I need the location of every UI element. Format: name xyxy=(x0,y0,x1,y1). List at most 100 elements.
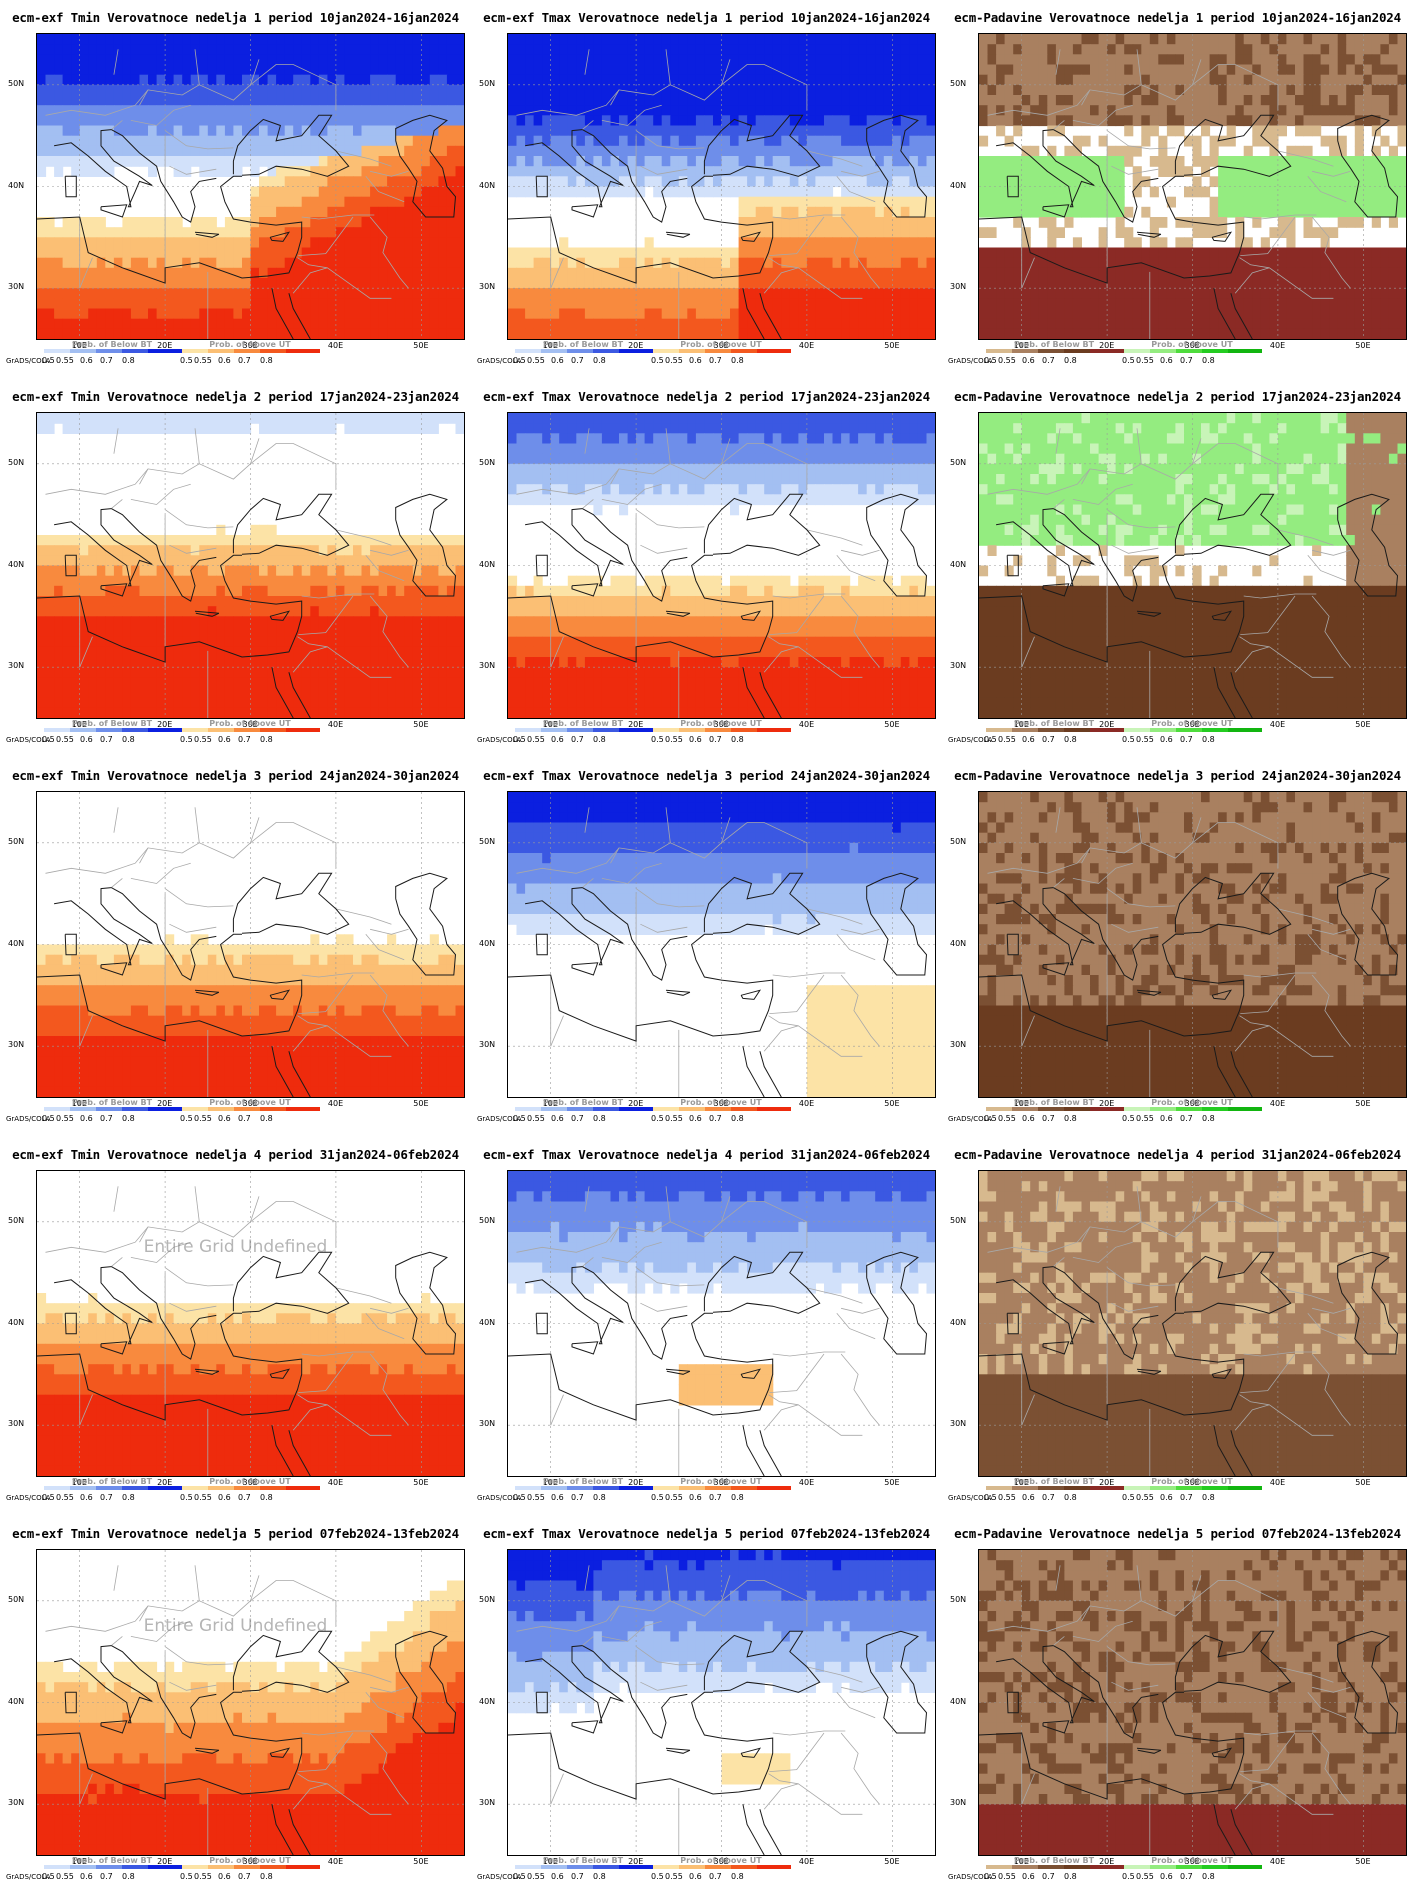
probability-cell xyxy=(293,636,303,648)
probability-cell xyxy=(370,135,380,147)
probability-cell xyxy=(88,308,98,320)
probability-cell xyxy=(883,298,893,310)
probability-cell xyxy=(455,247,464,259)
probability-cell xyxy=(542,308,552,320)
probability-cell xyxy=(926,176,935,188)
probability-cell xyxy=(576,105,586,116)
probability-cell xyxy=(636,115,646,127)
probability-cell xyxy=(1277,105,1287,116)
probability-cell xyxy=(1107,267,1117,279)
probability-cell xyxy=(207,54,217,66)
probability-cell xyxy=(1201,328,1211,339)
probability-cell xyxy=(139,545,149,556)
probability-cell xyxy=(806,237,816,249)
probability-cell xyxy=(353,308,363,320)
probability-cell xyxy=(259,227,269,238)
probability-cell xyxy=(293,44,303,55)
probability-cell xyxy=(267,626,277,638)
probability-cell xyxy=(455,278,464,289)
probability-cell xyxy=(542,145,552,157)
probability-cell xyxy=(1038,288,1048,299)
probability-cell xyxy=(1252,125,1262,137)
probability-cell xyxy=(917,95,927,106)
probability-cell xyxy=(1226,278,1236,289)
probability-cell xyxy=(139,54,149,66)
probability-cell xyxy=(156,535,166,546)
probability-cell xyxy=(1175,278,1185,289)
probability-cell xyxy=(593,288,603,299)
probability-cell xyxy=(216,575,226,587)
probability-cell xyxy=(96,227,106,238)
probability-cell xyxy=(224,636,234,648)
probability-cell xyxy=(327,585,337,597)
probability-cell xyxy=(525,257,535,269)
probability-cell xyxy=(259,125,269,137)
probability-cell xyxy=(250,166,260,177)
probability-cell xyxy=(926,257,935,269)
probability-cell xyxy=(387,288,397,299)
probability-cell xyxy=(926,298,935,310)
probability-cell xyxy=(216,423,226,434)
probability-cell xyxy=(525,318,535,330)
probability-cell xyxy=(772,278,782,289)
probability-cell xyxy=(1397,64,1406,76)
colorbar-tick-label: 0.8 xyxy=(1064,356,1077,365)
probability-cell xyxy=(224,105,234,116)
probability-cell xyxy=(772,237,782,249)
probability-cell xyxy=(866,267,876,279)
probability-cell xyxy=(455,423,464,434)
probability-cell xyxy=(156,237,166,249)
probability-cell xyxy=(1141,288,1151,299)
probability-cell xyxy=(781,206,791,218)
coastline xyxy=(866,114,928,218)
probability-cell xyxy=(1303,267,1313,279)
probability-cell xyxy=(508,298,518,310)
probability-cell xyxy=(1329,156,1339,167)
probability-cell xyxy=(387,135,397,147)
probability-cell xyxy=(1388,308,1398,320)
probability-cell xyxy=(533,95,543,106)
probability-cell xyxy=(1329,176,1339,188)
probability-cell xyxy=(421,545,431,556)
probability-cell xyxy=(293,308,303,320)
probability-cell xyxy=(687,166,697,177)
probability-cell xyxy=(883,95,893,106)
probability-cell xyxy=(37,257,47,269)
probability-cell xyxy=(636,34,646,45)
probability-cell xyxy=(199,575,209,587)
probability-cell xyxy=(173,585,183,597)
probability-cell xyxy=(721,257,731,269)
probability-cell xyxy=(1201,105,1211,116)
probability-cell xyxy=(772,74,782,86)
probability-cell xyxy=(584,64,594,76)
probability-cell xyxy=(353,646,363,658)
probability-cell xyxy=(344,575,354,587)
probability-cell xyxy=(455,328,464,339)
probability-cell xyxy=(858,257,868,269)
probability-cell xyxy=(815,125,825,137)
probability-cell xyxy=(71,54,81,66)
probability-cell xyxy=(1132,105,1142,116)
probability-cell xyxy=(687,257,697,269)
probability-cell xyxy=(1337,206,1347,218)
probability-cell xyxy=(533,267,543,279)
probability-cell xyxy=(1038,64,1048,76)
probability-cell xyxy=(404,44,414,55)
probability-cell xyxy=(619,176,629,188)
probability-cell xyxy=(610,84,620,96)
probability-cell xyxy=(1269,176,1279,188)
probability-cell xyxy=(866,34,876,45)
probability-cell xyxy=(455,145,464,157)
probability-cell xyxy=(438,636,448,648)
probability-cell xyxy=(1235,267,1245,279)
colorbar-caption: Prob. of Below BT xyxy=(71,340,153,349)
probability-cell xyxy=(1354,288,1364,299)
probability-cell xyxy=(96,217,106,228)
probability-cell xyxy=(1158,237,1168,249)
probability-cell xyxy=(1184,84,1194,96)
probability-cell xyxy=(875,84,885,96)
probability-cell xyxy=(533,318,543,330)
probability-cell xyxy=(1107,298,1117,310)
probability-cell xyxy=(79,257,89,269)
probability-cell xyxy=(250,545,260,556)
